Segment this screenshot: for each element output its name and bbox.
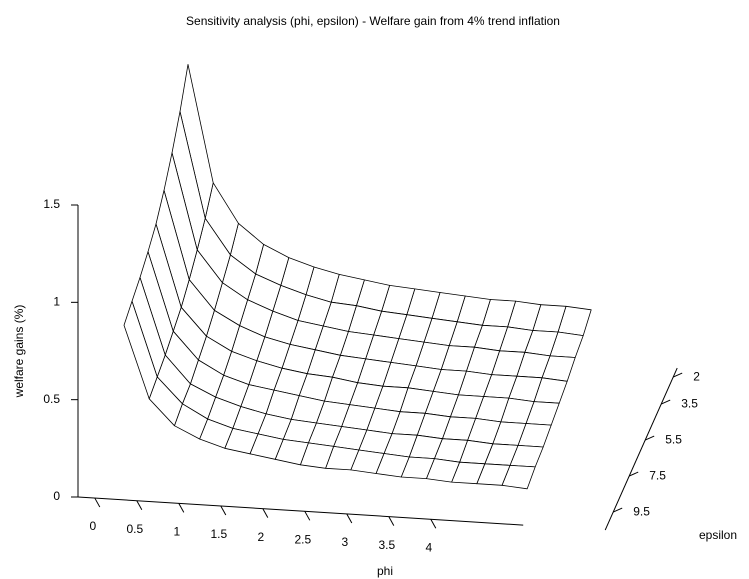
y-axis-label: epsilon [699,528,737,542]
x-tick-label: 1 [173,525,180,539]
x-axis-label: phi [377,564,393,578]
x-axis [77,496,524,526]
y-axis [604,367,678,531]
z-tick-label: 1.5 [43,197,60,211]
x-tick-label: 1.5 [210,527,227,541]
x-tick [304,511,311,521]
y-tick [612,507,623,513]
x-tick-label: 0.5 [126,522,143,536]
x-tick-label: 0 [89,519,96,533]
z-tick-label: 0.5 [43,392,60,406]
x-tick-label: 2 [257,530,264,544]
surface-patch [123,300,158,400]
x-tick [262,508,269,518]
y-tick-label: 9.5 [633,504,650,518]
x-tick [346,513,353,524]
x-tick [220,505,227,516]
x-tick-label: 4 [425,540,432,554]
y-tick-label: 3.5 [681,396,698,410]
y-tick-label: 5.5 [665,432,682,446]
x-tick-label: 2.5 [294,532,311,546]
x-tick-label: 3 [341,535,348,549]
x-tick [136,500,143,510]
z-axis-label: welfare gains (%) [12,305,26,399]
y-tick [628,471,639,477]
y-tick [660,399,671,405]
y-tick-label: 2 [693,369,700,383]
x-tick [430,519,437,529]
z-tick-label: 0 [53,489,60,503]
x-tick [388,516,395,526]
x-tick [94,497,101,508]
z-tick-label: 1 [53,295,60,309]
x-tick [178,503,185,513]
y-tick [672,372,683,378]
y-tick [644,435,655,441]
y-tick-label: 7.5 [649,468,666,482]
chart-title: Sensitivity analysis (phi, epsilon) - We… [186,14,560,28]
x-tick-label: 3.5 [378,538,395,552]
